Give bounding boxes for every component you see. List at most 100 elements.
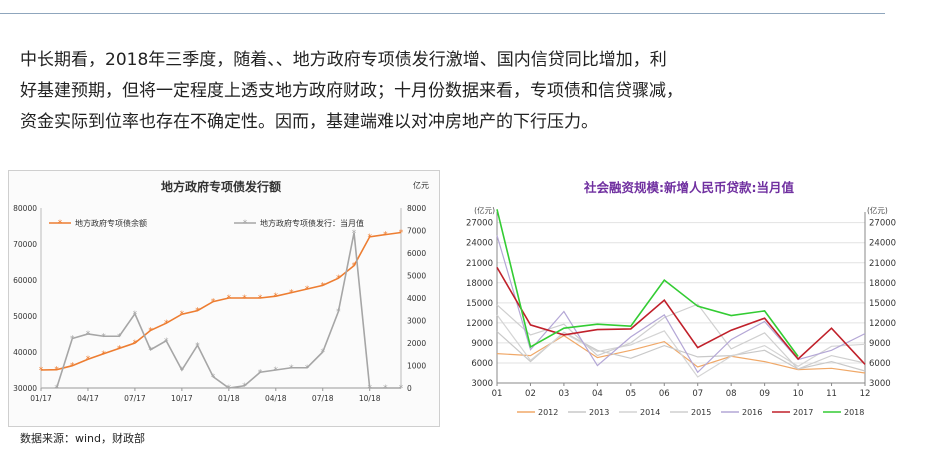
chart2-ytick-left: 27000 — [466, 219, 493, 229]
chart1-series-point: * — [305, 364, 310, 374]
paragraph-line-1: 中长期看，2018年三季度，随着、、地方政府专项债发行激增、国内信贷同比增加，利 — [20, 50, 667, 70]
chart1-ytick-left: 70000 — [13, 240, 37, 249]
chart2-ytick-left: 12000 — [466, 319, 493, 329]
chart1-xtick-label: 10/17 — [171, 394, 193, 403]
chart2-legend-label: 2014 — [640, 408, 660, 417]
chart1-series-point: * — [54, 366, 59, 376]
chart2-series-line-2017 — [496, 266, 866, 365]
chart2-ytick-right: 15000 — [869, 299, 896, 309]
chart1-series-point: * — [211, 298, 216, 308]
chart1-series-line-0 — [40, 231, 402, 371]
chart1-series-point: * — [101, 332, 106, 342]
chart1-series-point: * — [133, 339, 138, 349]
chart1-ytick-left: 50000 — [13, 312, 37, 321]
chart1-series-line-1 — [55, 232, 401, 389]
chart1-series-point: * — [320, 281, 325, 291]
chart1-xtick-label: 01/18 — [218, 394, 240, 403]
chart1-series-point: * — [367, 233, 372, 243]
chart1-ytick-right: 2000 — [407, 339, 426, 348]
chart2-legend-label: 2016 — [742, 408, 762, 417]
new-rmb-loans-chart-panel: 社会融资规模:新增人民币贷款:当月值 (亿元) (亿元) 3000 3000 6000 60… — [455, 170, 923, 425]
chart1-series-point: * — [86, 355, 91, 365]
chart2-legend-label: 2018 — [844, 408, 864, 417]
chart2-xtick-label: 07 — [692, 389, 703, 399]
chart1-series-point: * — [289, 289, 294, 299]
chart1-xtick-label: 07/17 — [124, 394, 146, 403]
chart2-xtick-label: 06 — [659, 389, 670, 399]
chart2-xtick-label: 02 — [525, 389, 536, 399]
chart1-series-point: * — [70, 362, 75, 372]
chart1-series-point: * — [258, 368, 263, 378]
chart2-legend-label: 2017 — [793, 408, 813, 417]
chart1-xtick-label: 01/17 — [30, 394, 52, 403]
chart2-series-line-2015 — [496, 303, 866, 370]
chart1-series-point: * — [54, 384, 59, 394]
chart2-series-line-2016 — [496, 235, 866, 374]
chart1-ytick-right: 4000 — [407, 294, 426, 303]
chart1-series-point: * — [148, 326, 153, 336]
chart2-title: 社会融资规模:新增人民币贷款:当月值 — [583, 180, 794, 195]
chart2-xtick-label: 03 — [558, 389, 569, 399]
chart2-series-line-2018 — [496, 209, 799, 357]
chart1-series-point: * — [289, 364, 294, 374]
chart1-ytick-left: 60000 — [13, 276, 37, 285]
chart2-legend-label: 2013 — [589, 408, 609, 417]
chart1-series-point: * — [86, 330, 91, 340]
chart2-xtick-label: 12 — [860, 389, 871, 399]
chart2-xtick-label: 10 — [793, 389, 804, 399]
chart1-series-point: * — [133, 310, 138, 320]
chart1-legend-marker: * — [58, 219, 63, 229]
chart2-series-line-2014 — [496, 314, 866, 378]
chart1-series-point: * — [383, 384, 388, 394]
chart1-xtick-label: 07/18 — [312, 394, 334, 403]
chart1-series-point: * — [305, 285, 310, 295]
chart1-ytick-right: 7000 — [407, 227, 426, 236]
chart1-series-point: * — [117, 344, 122, 354]
chart1-legend-label: 地方政府专项债发行：当月值 — [260, 218, 364, 228]
chart2-ytick-left: 3000 — [471, 379, 493, 389]
analysis-paragraph: 中长期看，2018年三季度，随着、、地方政府专项债发行激增、国内信贷同比增加，利… — [20, 45, 900, 138]
chart2-ytick-left: 6000 — [471, 359, 493, 369]
chart2-ytick-right: 3000 — [869, 379, 891, 389]
chart1-series-point: * — [336, 274, 341, 284]
chart2-xtick-label: 04 — [592, 389, 603, 399]
chart1-title: 地方政府专项债发行额 — [161, 179, 281, 194]
chart1-series-point: * — [195, 307, 200, 317]
chart1-series-point: * — [101, 350, 106, 360]
chart2-right-unit: (亿元) — [867, 205, 888, 215]
chart1-series-point: * — [148, 346, 153, 356]
chart1-ytick-right: 1000 — [407, 362, 426, 371]
top-divider-line — [0, 13, 885, 14]
chart1-series-point: * — [367, 384, 372, 394]
chart1-xtick-label: 10/18 — [359, 394, 381, 403]
chart1-series-point: * — [180, 310, 185, 320]
chart1-ytick-right: 5000 — [407, 272, 426, 281]
chart1-series-point: * — [383, 231, 388, 241]
chart2-ytick-right: 6000 — [869, 359, 891, 369]
chart1-series-point: * — [39, 366, 44, 376]
chart1-right-unit: 亿元 — [413, 180, 429, 190]
chart2-xtick-label: 01 — [492, 389, 503, 399]
chart1-xtick-label: 04/18 — [265, 394, 287, 403]
chart1-series-point: * — [180, 366, 185, 376]
chart2-ytick-right: 21000 — [869, 259, 896, 269]
chart1-series-point: * — [117, 332, 122, 342]
chart2-legend-label: 2012 — [538, 408, 558, 417]
chart1-ytick-right: 3000 — [407, 317, 426, 326]
chart1-series-point: * — [258, 294, 263, 304]
chart2-ytick-right: 27000 — [869, 219, 896, 229]
chart1-series-point: * — [164, 319, 169, 329]
chart2-xtick-label: 11 — [826, 389, 837, 399]
chart1-ytick-left: 30000 — [13, 384, 37, 393]
chart1-series-point: * — [195, 341, 200, 351]
chart2-ytick-right: 18000 — [869, 279, 896, 289]
chart2-series-line-2013 — [496, 331, 866, 372]
chart2-ytick-right: 24000 — [869, 239, 896, 249]
chart2-xtick-label: 08 — [726, 389, 737, 399]
chart1-series-point: * — [274, 292, 279, 302]
chart1-ytick-right: 0 — [407, 384, 412, 393]
chart1-series-point: * — [399, 384, 404, 394]
chart1-xtick-label: 04/17 — [77, 394, 99, 403]
chart1-ytick-right: 6000 — [407, 249, 426, 258]
chart1-ytick-right: 8000 — [407, 204, 426, 213]
